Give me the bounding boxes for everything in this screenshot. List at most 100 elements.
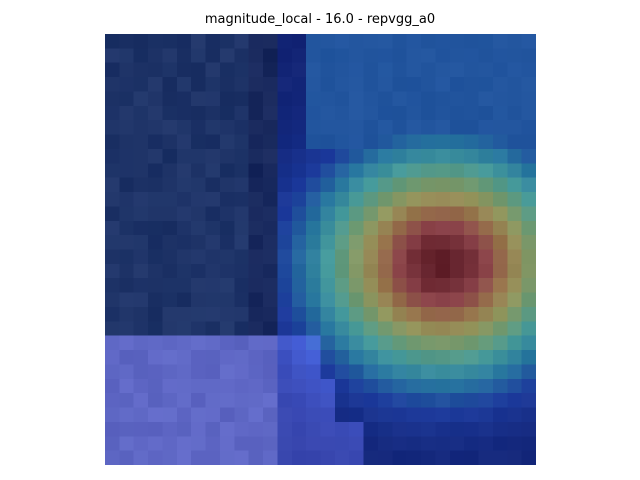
heatmap-cell bbox=[492, 378, 508, 394]
heatmap-cell bbox=[119, 436, 135, 451]
heatmap-cell bbox=[435, 220, 451, 236]
heatmap-cell bbox=[263, 263, 278, 279]
heatmap-cell bbox=[176, 249, 192, 265]
heatmap-cell bbox=[449, 421, 465, 437]
heatmap-cell bbox=[234, 48, 249, 64]
heatmap-cell bbox=[377, 134, 393, 150]
heatmap-cell bbox=[306, 206, 321, 222]
heatmap-cell bbox=[349, 134, 364, 150]
heatmap-cell bbox=[406, 249, 422, 265]
heatmap-cell bbox=[449, 364, 465, 380]
heatmap-cell bbox=[148, 235, 163, 250]
heatmap-cell bbox=[363, 378, 379, 394]
heatmap-cell bbox=[248, 292, 264, 308]
heatmap-cell bbox=[263, 393, 278, 408]
heatmap-cell bbox=[363, 335, 379, 351]
heatmap-cell bbox=[133, 77, 149, 92]
heatmap-cell bbox=[119, 177, 135, 193]
heatmap-cell bbox=[263, 48, 278, 64]
heatmap-cell bbox=[191, 105, 206, 121]
heatmap-cell bbox=[105, 91, 120, 107]
heatmap-cell bbox=[334, 450, 350, 465]
heatmap-cell bbox=[162, 77, 178, 92]
heatmap-cell bbox=[449, 249, 465, 265]
heatmap-cell bbox=[478, 77, 494, 92]
heatmap-cell bbox=[234, 120, 249, 135]
heatmap-cell bbox=[291, 321, 307, 336]
heatmap-cell bbox=[205, 421, 221, 437]
heatmap-cell bbox=[421, 163, 436, 178]
heatmap-cell bbox=[521, 235, 536, 250]
heatmap-cell bbox=[133, 364, 149, 380]
heatmap-cell bbox=[105, 48, 120, 64]
heatmap-cell bbox=[521, 120, 536, 135]
heatmap-cell bbox=[421, 206, 436, 222]
heatmap-cell bbox=[306, 278, 321, 293]
heatmap-cell bbox=[148, 220, 163, 236]
heatmap-cell bbox=[148, 249, 163, 265]
heatmap-cell bbox=[406, 220, 422, 236]
heatmap-cell bbox=[320, 350, 336, 365]
heatmap-cell bbox=[363, 62, 379, 78]
heatmap-cell bbox=[162, 134, 178, 150]
heatmap-cell bbox=[105, 278, 120, 293]
heatmap-cell bbox=[219, 278, 235, 293]
heatmap-cell bbox=[406, 436, 422, 451]
heatmap-cell bbox=[133, 62, 149, 78]
heatmap-cell bbox=[219, 91, 235, 107]
heatmap-cell bbox=[478, 421, 494, 437]
heatmap-cell bbox=[205, 407, 221, 423]
heatmap-cell bbox=[176, 335, 192, 351]
heatmap-cell bbox=[306, 192, 321, 207]
heatmap-cell bbox=[248, 34, 264, 49]
heatmap-cell bbox=[492, 91, 508, 107]
heatmap-cell bbox=[392, 77, 407, 92]
heatmap-cell bbox=[363, 91, 379, 107]
heatmap-cell bbox=[263, 192, 278, 207]
heatmap-cell bbox=[248, 91, 264, 107]
heatmap-cell bbox=[191, 321, 206, 336]
heatmap-cell bbox=[435, 393, 451, 408]
heatmap-cell bbox=[133, 91, 149, 107]
heatmap-cell bbox=[507, 421, 522, 437]
heatmap-cell bbox=[320, 91, 336, 107]
heatmap-cell bbox=[133, 350, 149, 365]
heatmap-cell bbox=[263, 378, 278, 394]
heatmap-cell bbox=[191, 436, 206, 451]
heatmap-cell bbox=[162, 148, 178, 164]
heatmap-cell bbox=[162, 192, 178, 207]
heatmap-cell bbox=[119, 292, 135, 308]
heatmap-cell bbox=[492, 120, 508, 135]
heatmap-cell bbox=[377, 249, 393, 265]
heatmap-image bbox=[105, 34, 536, 465]
heatmap-cell bbox=[507, 120, 522, 135]
heatmap-cell bbox=[392, 148, 407, 164]
heatmap-cell bbox=[306, 235, 321, 250]
heatmap-cell bbox=[291, 335, 307, 351]
heatmap-cell bbox=[191, 378, 206, 394]
heatmap-cell bbox=[521, 321, 536, 336]
heatmap-cell bbox=[219, 220, 235, 236]
heatmap-cell bbox=[392, 134, 407, 150]
heatmap-cell bbox=[492, 278, 508, 293]
heatmap-cell bbox=[291, 206, 307, 222]
heatmap-cell bbox=[263, 105, 278, 121]
heatmap-cell bbox=[435, 62, 451, 78]
heatmap-cell bbox=[363, 34, 379, 49]
heatmap-cell bbox=[148, 450, 163, 465]
heatmap-cell bbox=[248, 436, 264, 451]
heatmap-cell bbox=[133, 249, 149, 265]
heatmap-cell bbox=[162, 120, 178, 135]
heatmap-cell bbox=[105, 350, 120, 365]
heatmap-cell bbox=[363, 393, 379, 408]
heatmap-cell bbox=[421, 62, 436, 78]
heatmap-cell bbox=[320, 148, 336, 164]
heatmap-cell bbox=[162, 378, 178, 394]
heatmap-cell bbox=[191, 148, 206, 164]
heatmap-cell bbox=[119, 450, 135, 465]
heatmap-cell bbox=[435, 292, 451, 308]
heatmap-cell bbox=[521, 436, 536, 451]
heatmap-cell bbox=[464, 249, 479, 265]
heatmap-cell bbox=[478, 235, 494, 250]
heatmap-cell bbox=[263, 278, 278, 293]
